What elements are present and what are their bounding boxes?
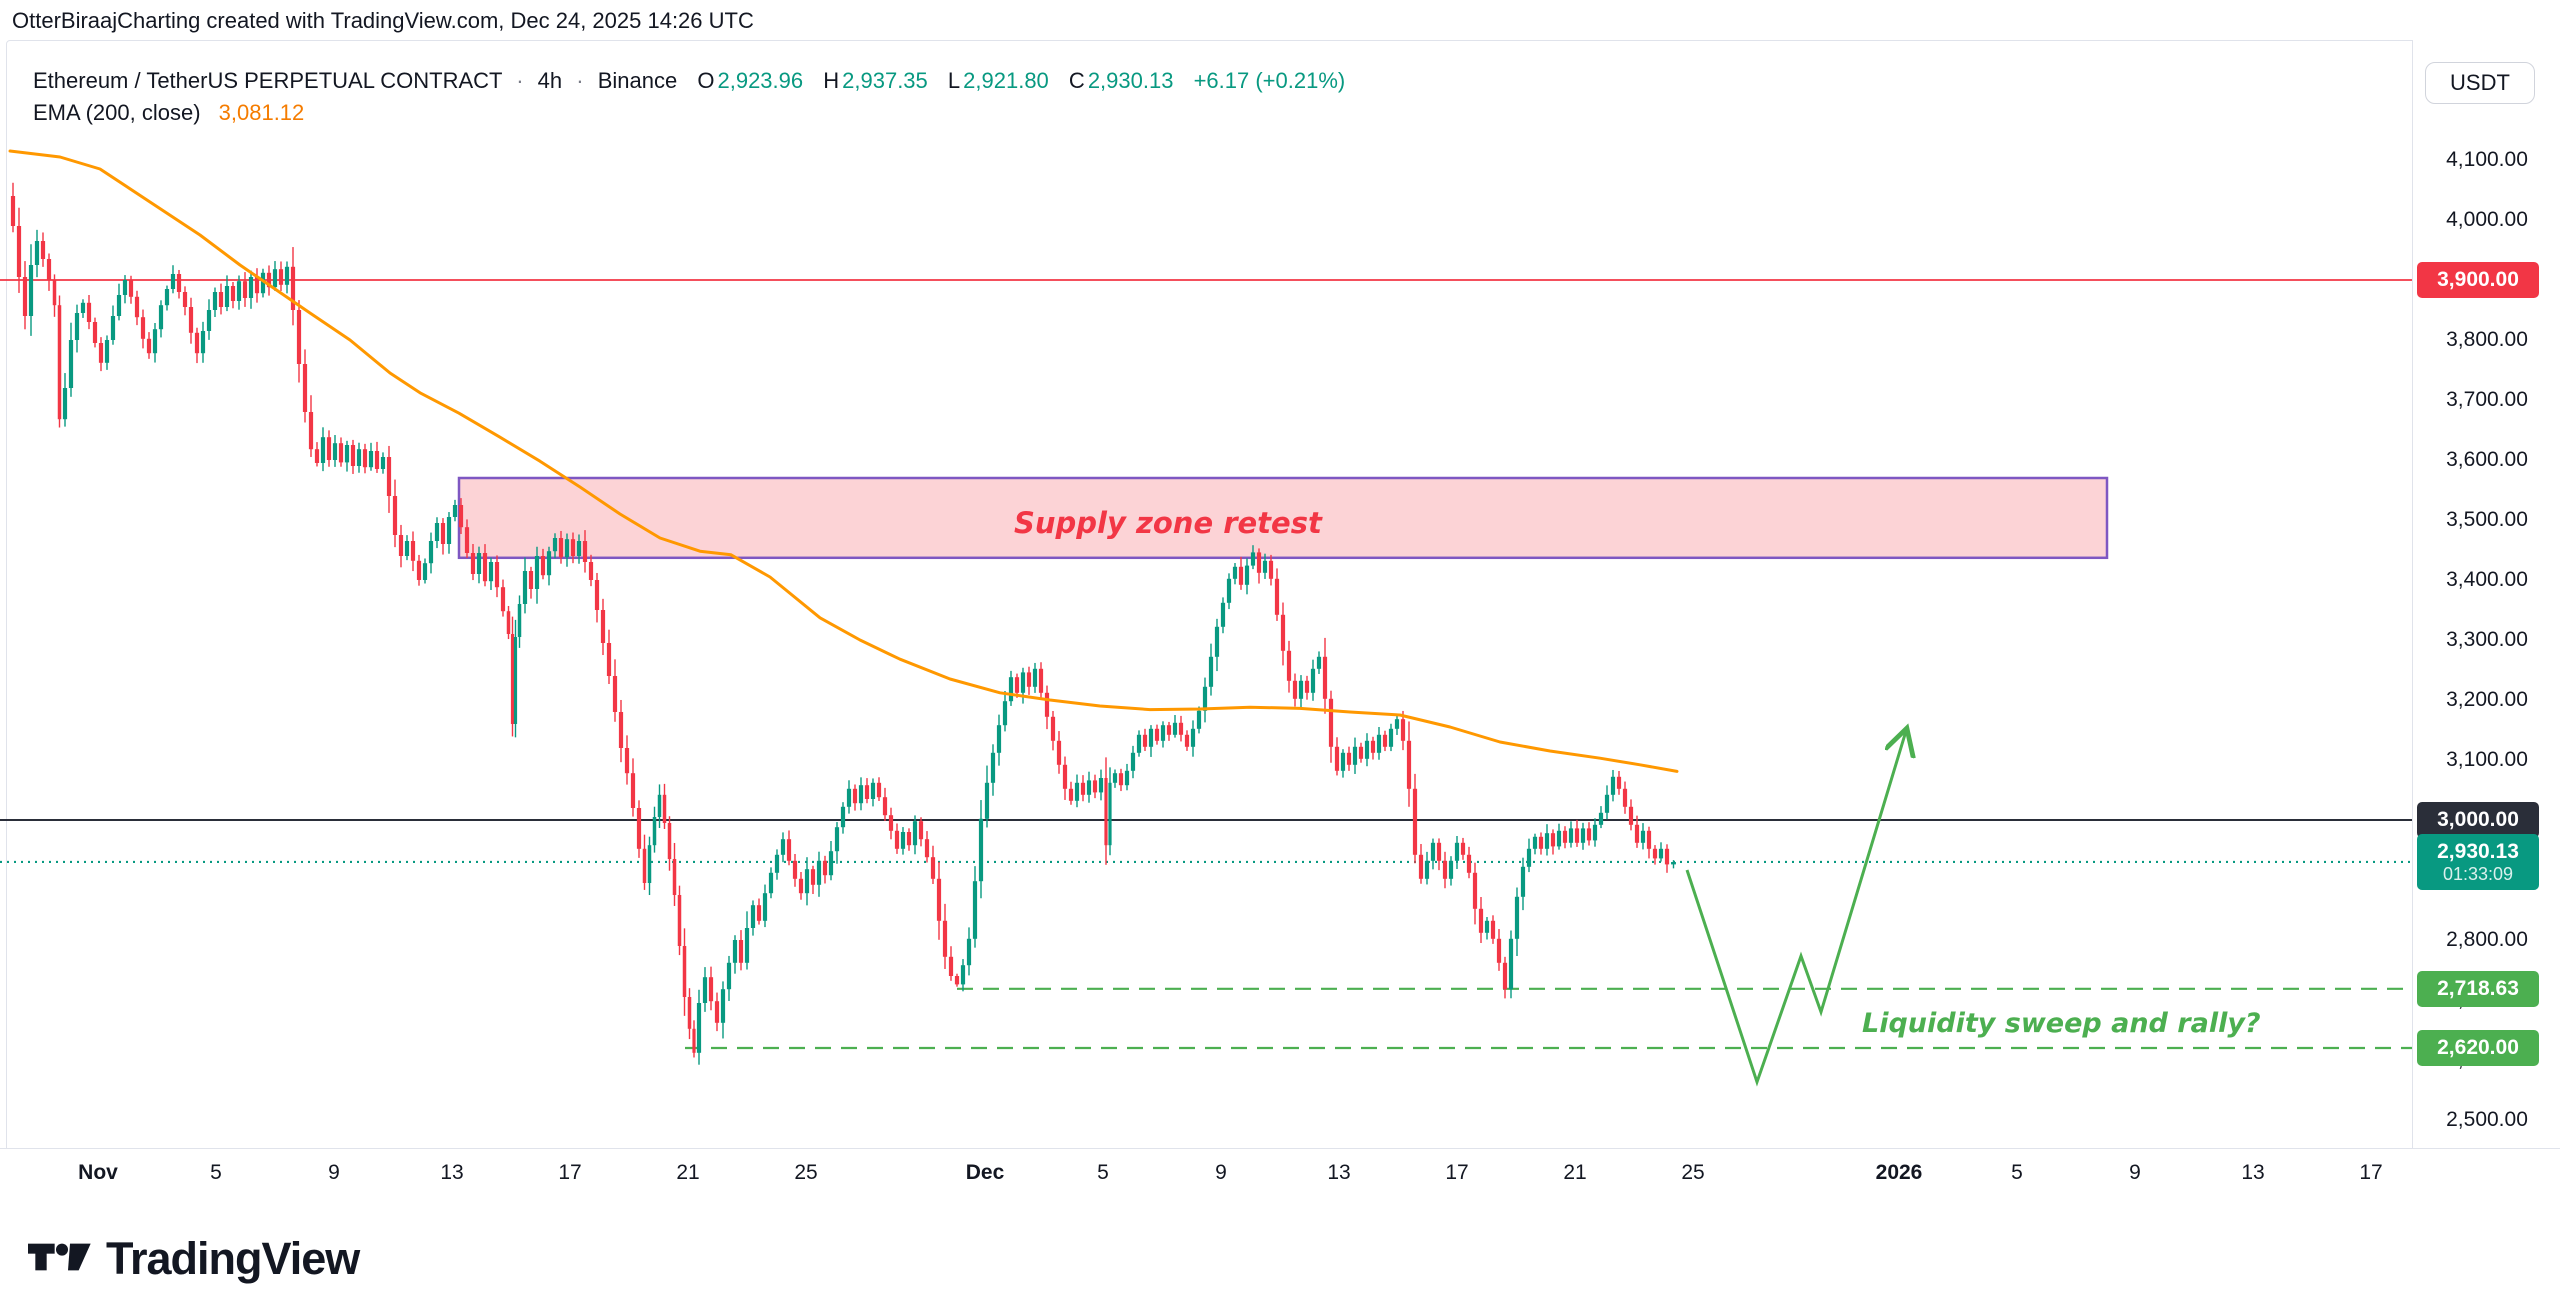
time-tick: 5 <box>210 1161 222 1184</box>
symbol-name[interactable]: Ethereum / TetherUS PERPETUAL CONTRACT <box>33 68 503 93</box>
time-tick: 21 <box>1563 1161 1587 1184</box>
price-badge: 2,930.13 01:33:09 <box>2417 833 2539 890</box>
price-badge: 2,718.63 <box>2417 970 2539 1007</box>
ema-line <box>8 149 1679 773</box>
chart-canvas[interactable] <box>0 0 2412 1148</box>
time-tick: 25 <box>1681 1161 1705 1184</box>
time-tick: Nov <box>78 1161 118 1184</box>
legend-symbol-row[interactable]: Ethereum / TetherUS PERPETUAL CONTRACT ·… <box>33 66 1345 96</box>
time-tick: 9 <box>328 1161 340 1184</box>
open-letter: O <box>697 68 715 93</box>
price-badge: 2,620.00 <box>2417 1030 2539 1066</box>
time-tick: 17 <box>1445 1161 1469 1184</box>
high-value: 2,937.35 <box>842 68 928 93</box>
price-tick: 3,200.00 <box>2446 688 2528 711</box>
high-letter: H <box>823 68 840 93</box>
price-tick: 2,800.00 <box>2446 928 2528 951</box>
separator-dot: · <box>516 68 524 93</box>
price-tick: 3,600.00 <box>2446 448 2528 471</box>
chart-widget <box>6 40 2553 1204</box>
candles <box>10 182 1676 1065</box>
liquidity-sweep-arrow[interactable] <box>1685 731 1906 1087</box>
time-tick: 13 <box>440 1161 464 1184</box>
low-letter: L <box>947 68 961 93</box>
liquidity-label[interactable]: Liquidity sweep and rally? <box>1862 1008 2261 1039</box>
separator-dot: · <box>576 68 584 93</box>
time-tick: 5 <box>1097 1161 1109 1184</box>
ema-value: 3,081.12 <box>218 100 305 125</box>
time-tick: 13 <box>1327 1161 1351 1184</box>
time-tick: 9 <box>1215 1161 1227 1184</box>
supply-zone-box[interactable] <box>457 476 2109 560</box>
time-tick: 13 <box>2241 1161 2265 1184</box>
supply-zone-label[interactable]: Supply zone retest <box>1014 506 1322 540</box>
time-tick: 17 <box>2359 1161 2383 1184</box>
exchange-label: Binance <box>597 68 678 93</box>
tradingview-footer[interactable]: TradingView <box>28 1233 360 1285</box>
price-tick: 3,700.00 <box>2446 388 2528 411</box>
tradingview-brand-text: TradingView <box>106 1233 360 1284</box>
interval-label[interactable]: 4h <box>537 68 563 93</box>
price-tick: 3,100.00 <box>2446 748 2528 771</box>
currency-toggle-button[interactable]: USDT <box>2425 62 2535 104</box>
price-tick: 3,400.00 <box>2446 568 2528 591</box>
price-tick: 4,100.00 <box>2446 148 2528 171</box>
open-value: 2,923.96 <box>717 68 804 93</box>
ema-label[interactable]: EMA (200, close) <box>33 100 201 125</box>
close-value: 2,930.13 <box>1087 68 1174 93</box>
price-tick: 3,300.00 <box>2446 628 2528 651</box>
time-scale[interactable]: Nov 5 9 13 17 21 25 Dec 5 9 13 17 21 25 2026 5 9 13 17 <box>0 1148 2560 1205</box>
price-tick: 3,800.00 <box>2446 328 2528 351</box>
price-badge: 3,900.00 <box>2417 262 2539 298</box>
time-tick: Dec <box>965 1161 1005 1184</box>
change-value: +6.17 (+0.21%) <box>1193 68 1346 93</box>
time-tick: 21 <box>676 1161 700 1184</box>
attribution-text: OtterBiraajCharting created with Trading… <box>12 8 754 33</box>
time-tick: 17 <box>558 1161 582 1184</box>
price-tick: 3,500.00 <box>2446 508 2528 531</box>
price-scale[interactable]: USDT 4,100.00 4,000.00 3,900.00 3,800.00 3,7… <box>2412 40 2560 1148</box>
time-tick: 2026 <box>1875 1161 1923 1184</box>
time-tick: 5 <box>2011 1161 2023 1184</box>
close-letter: C <box>1068 68 1085 93</box>
low-value: 2,921.80 <box>963 68 1049 93</box>
legend-indicator-row[interactable]: EMA (200, close) 3,081.12 <box>33 98 304 128</box>
price-tick: 2,500.00 <box>2446 1108 2528 1131</box>
time-tick: 9 <box>2129 1161 2141 1184</box>
time-tick: 25 <box>794 1161 818 1184</box>
price-badge: 3,000.00 <box>2417 802 2539 838</box>
price-tick: 4,000.00 <box>2446 208 2528 231</box>
tradingview-logo-icon <box>28 1243 91 1271</box>
